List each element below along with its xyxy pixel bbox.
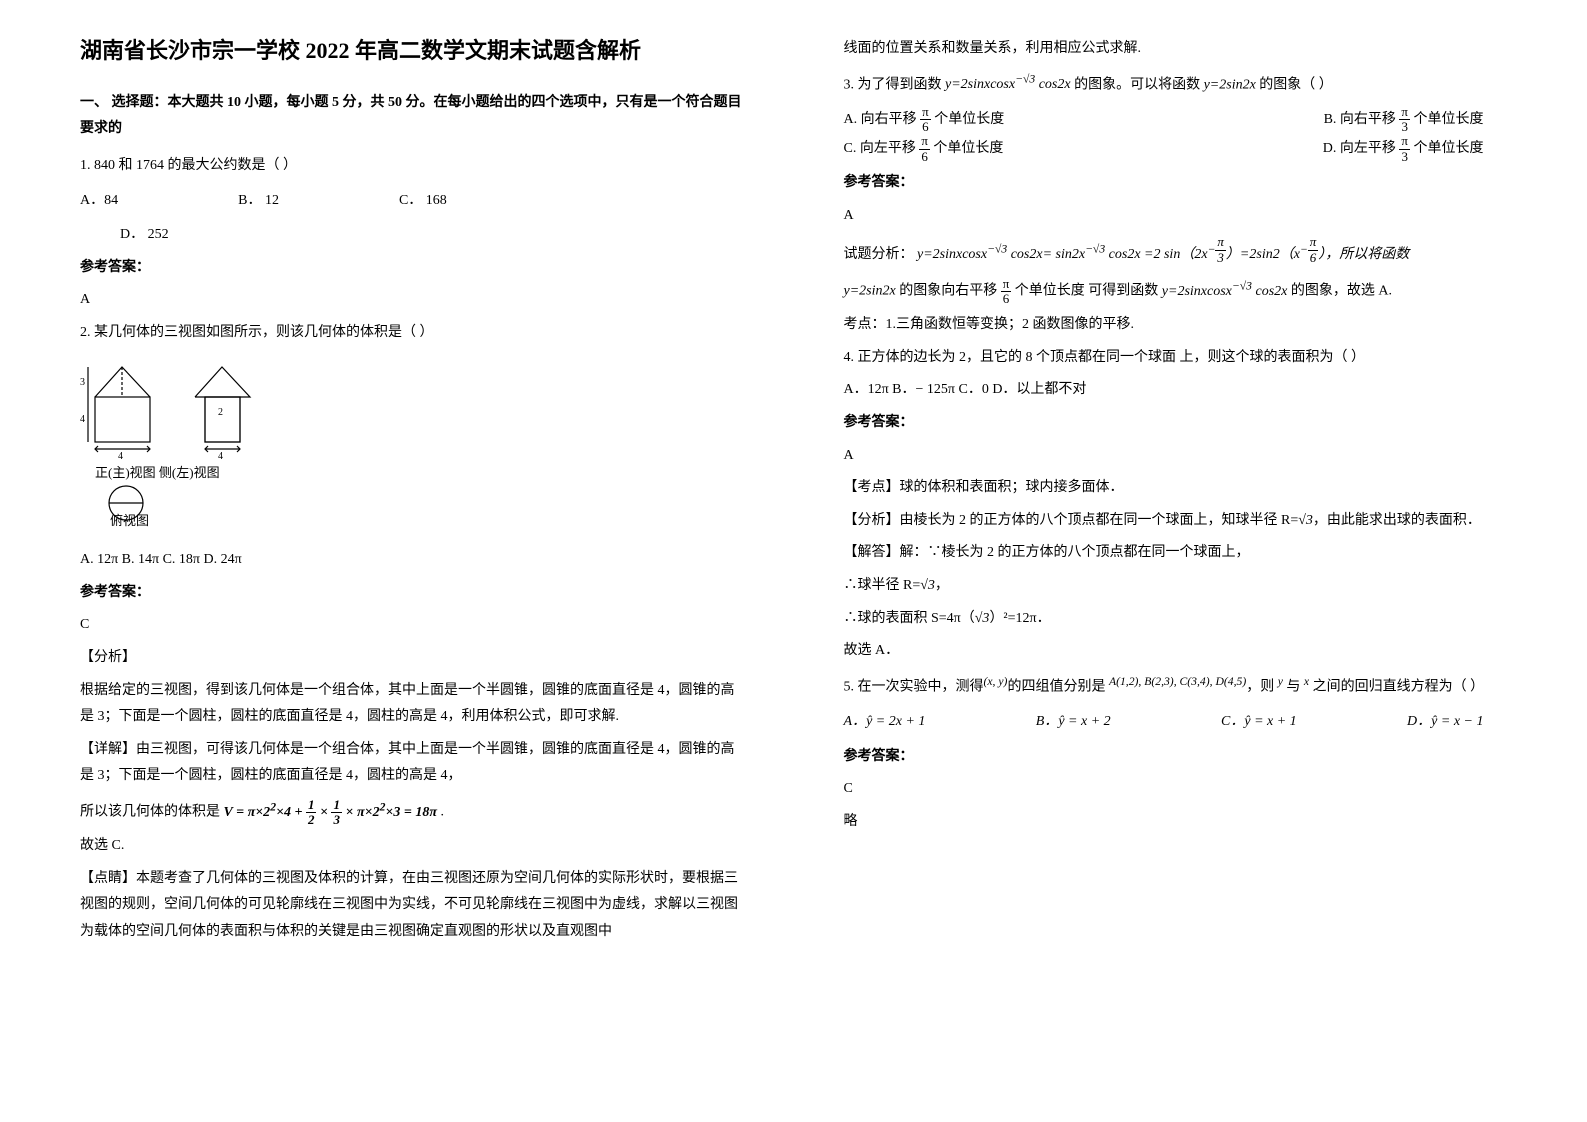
q5-answer: C [844,776,1508,803]
q4-line5b: ）²=12π． [989,611,1050,626]
svg-text:4: 4 [218,451,223,462]
svg-text:4: 4 [118,451,123,462]
q2-views-svg: 3 4 4 2 4 正(主)视图 侧(左)视图 [80,357,744,538]
q1-optD: D． 252 [120,222,744,249]
q4-line6: 故选 A． [844,638,1508,665]
q4-line3: 【解答】解：∵棱长为 2 的正方体的八个顶点都在同一个球面上， [844,540,1508,567]
q3-optD: D. 向左平移 π3 个单位长度 [1323,134,1484,164]
q5-stem3: ，则 [1246,679,1278,694]
q5-stem5: 之间的回归直线方程为（ ） [1309,679,1484,694]
svg-text:4: 4 [80,414,85,425]
left-column: 湖南省长沙市宗一学校 2022 年高二数学文期末试题含解析 一、 选择题：本大题… [0,0,794,1122]
svg-text:2: 2 [218,407,223,418]
q4-line2a: 【分析】由棱长为 2 的正方体的八个顶点都在同一个球面上，知球半径 R= [844,513,1299,528]
q3-stem-1: 3. 为了得到函数 [844,77,946,92]
q4-line4a: ∴球半径 R= [844,578,921,593]
right-column: 线面的位置关系和数量关系，利用相应公式求解. 3. 为了得到函数 y=2sinx… [794,0,1587,1122]
q3-optA-prefix: A. 向右平移 [844,112,921,127]
q3-optB-suffix: 个单位长度 [1410,112,1484,127]
q4-line5a: ∴球的表面积 S=4π（ [844,611,975,626]
q2-volume-line: 所以该几何体的体积是 V = π×22×4 + 12 × 13 × π×22×3… [80,796,744,827]
q1-optA: A．84 [80,188,118,215]
q3-row2: C. 向左平移 π6 个单位长度 D. 向左平移 π3 个单位长度 [844,134,1484,164]
q3-optC-prefix: C. 向左平移 [844,141,920,156]
q3-optA: A. 向右平移 π6 个单位长度 [844,105,1005,135]
q5-optB: B．ŷ = x + 2 [1036,709,1111,736]
q2-answer-label: 参考答案： [80,580,744,607]
q3-expl1a: 试题分析： [844,247,914,262]
q3-optB-prefix: B. 向右平移 [1324,112,1400,127]
q3-optD-suffix: 个单位长度 [1410,141,1484,156]
q5-optD: D．ŷ = x − 1 [1407,709,1483,736]
q1-stem: 1. 840 和 1764 的最大公约数是（ ） [80,153,744,180]
q4-answer-label: 参考答案： [844,410,1508,437]
q2-analysis-3: 故选 C. [80,833,744,860]
q3-expl-1: 试题分析： y=2sinxcosx−√3 cos2x= sin2x−√3 cos… [844,235,1508,269]
q3-expl-3: 考点：1.三角函数恒等变换；2 函数图像的平移. [844,312,1508,339]
q2-stem: 2. 某几何体的三视图如图所示，则该几何体的体积是（ ） [80,320,744,347]
q3-answer-label: 参考答案： [844,170,1508,197]
intro-continued: 线面的位置关系和数量关系，利用相应公式求解. [844,36,1508,63]
q5-omit: 略 [844,809,1508,836]
q4-stem: 4. 正方体的边长为 2，且它的 8 个顶点都在同一个球面 上，则这个球的表面积… [844,345,1508,372]
q1-answer-label: 参考答案： [80,255,744,282]
q2-analysis-2: 【详解】由三视图，可得该几何体是一个组合体，其中上面是一个半圆锥，圆锥的底面直径… [80,737,744,790]
q4-line4b: ， [935,578,949,593]
q3-optC: C. 向左平移 π6 个单位长度 [844,134,1004,164]
q5-optA: A．ŷ = 2x + 1 [844,709,926,736]
q2-options: A. 12π B. 14π C. 18π D. 24π [80,547,744,574]
q2-vol-prefix: 所以该几何体的体积是 [80,805,220,820]
q4-line1: 【考点】球的体积和表面积；球内接多面体． [844,475,1508,502]
svg-text:3: 3 [80,377,85,388]
q2-analysis-4: 【点睛】本题考查了几何体的三视图及体积的计算，在由三视图还原为空间几何体的实际形… [80,866,744,946]
q3-optD-prefix: D. 向左平移 [1323,141,1400,156]
q4-line4: ∴球半径 R=√3， [844,573,1508,600]
view-label-1: 正(主)视图 侧(左)视图 [95,465,220,480]
q4-answer: A [844,443,1508,470]
q2-analysis-1: 根据给定的三视图，得到该几何体是一个组合体，其中上面是一个半圆锥，圆锥的底面直径… [80,678,744,731]
q5-stem1: 5. 在一次实验中，测得 [844,679,984,694]
q3-stem-2: 的图象。可以将函数 [1074,77,1204,92]
q4-line5: ∴球的表面积 S=4π（√3）²=12π． [844,606,1508,633]
q3-answer: A [844,203,1508,230]
q3-expl-2: y=2sin2x y=2sin2x 的图象向右平移 的图象向右平移 π6 个单位… [844,275,1508,306]
q3-optB: B. 向右平移 π3 个单位长度 [1324,105,1484,135]
q2-analysis-label: 【分析】 [80,645,744,672]
q3-stem: 3. 为了得到函数 y=2sinxcosx−√3 cos2x 的图象。可以将函数… [844,69,1508,99]
q5-stem2: 的四组值分别是 [1007,679,1109,694]
q1-options-row1: A．84 B． 12 C． 168 [80,188,744,215]
q4-options: A．12π B．− 125π C．0 D．以上都不对 [844,377,1508,404]
q1-optC: C． 168 [399,188,447,215]
q3-row1: A. 向右平移 π6 个单位长度 B. 向右平移 π3 个单位长度 [844,105,1484,135]
q5-stem4: 与 [1283,679,1304,694]
q5-stem: 5. 在一次实验中，测得(x, y)的四组值分别是 A(1,2), B(2,3)… [844,671,1508,701]
q5-optC: C．ŷ = x + 1 [1221,709,1297,736]
q3-stem-3: 的图象（ ） [1259,77,1333,92]
q3-optC-suffix: 个单位长度 [930,141,1004,156]
section1-heading: 一、 选择题：本大题共 10 小题，每小题 5 分，共 50 分。在每小题给出的… [80,90,744,143]
q3-optA-suffix: 个单位长度 [931,112,1005,127]
q1-optB: B． 12 [238,188,279,215]
q4-line2b: ，由此能求出球的表面积． [1313,513,1481,528]
q5-options: A．ŷ = 2x + 1 B．ŷ = x + 2 C．ŷ = x + 1 D．ŷ… [844,709,1484,736]
doc-title: 湖南省长沙市宗一学校 2022 年高二数学文期末试题含解析 [80,30,744,72]
q1-answer: A [80,287,744,314]
q5-answer-label: 参考答案： [844,744,1508,771]
q4-line2: 【分析】由棱长为 2 的正方体的八个顶点都在同一个球面上，知球半径 R=√3，由… [844,508,1508,535]
q2-answer: C [80,612,744,639]
view-label-2: 俯视图 [110,513,149,527]
